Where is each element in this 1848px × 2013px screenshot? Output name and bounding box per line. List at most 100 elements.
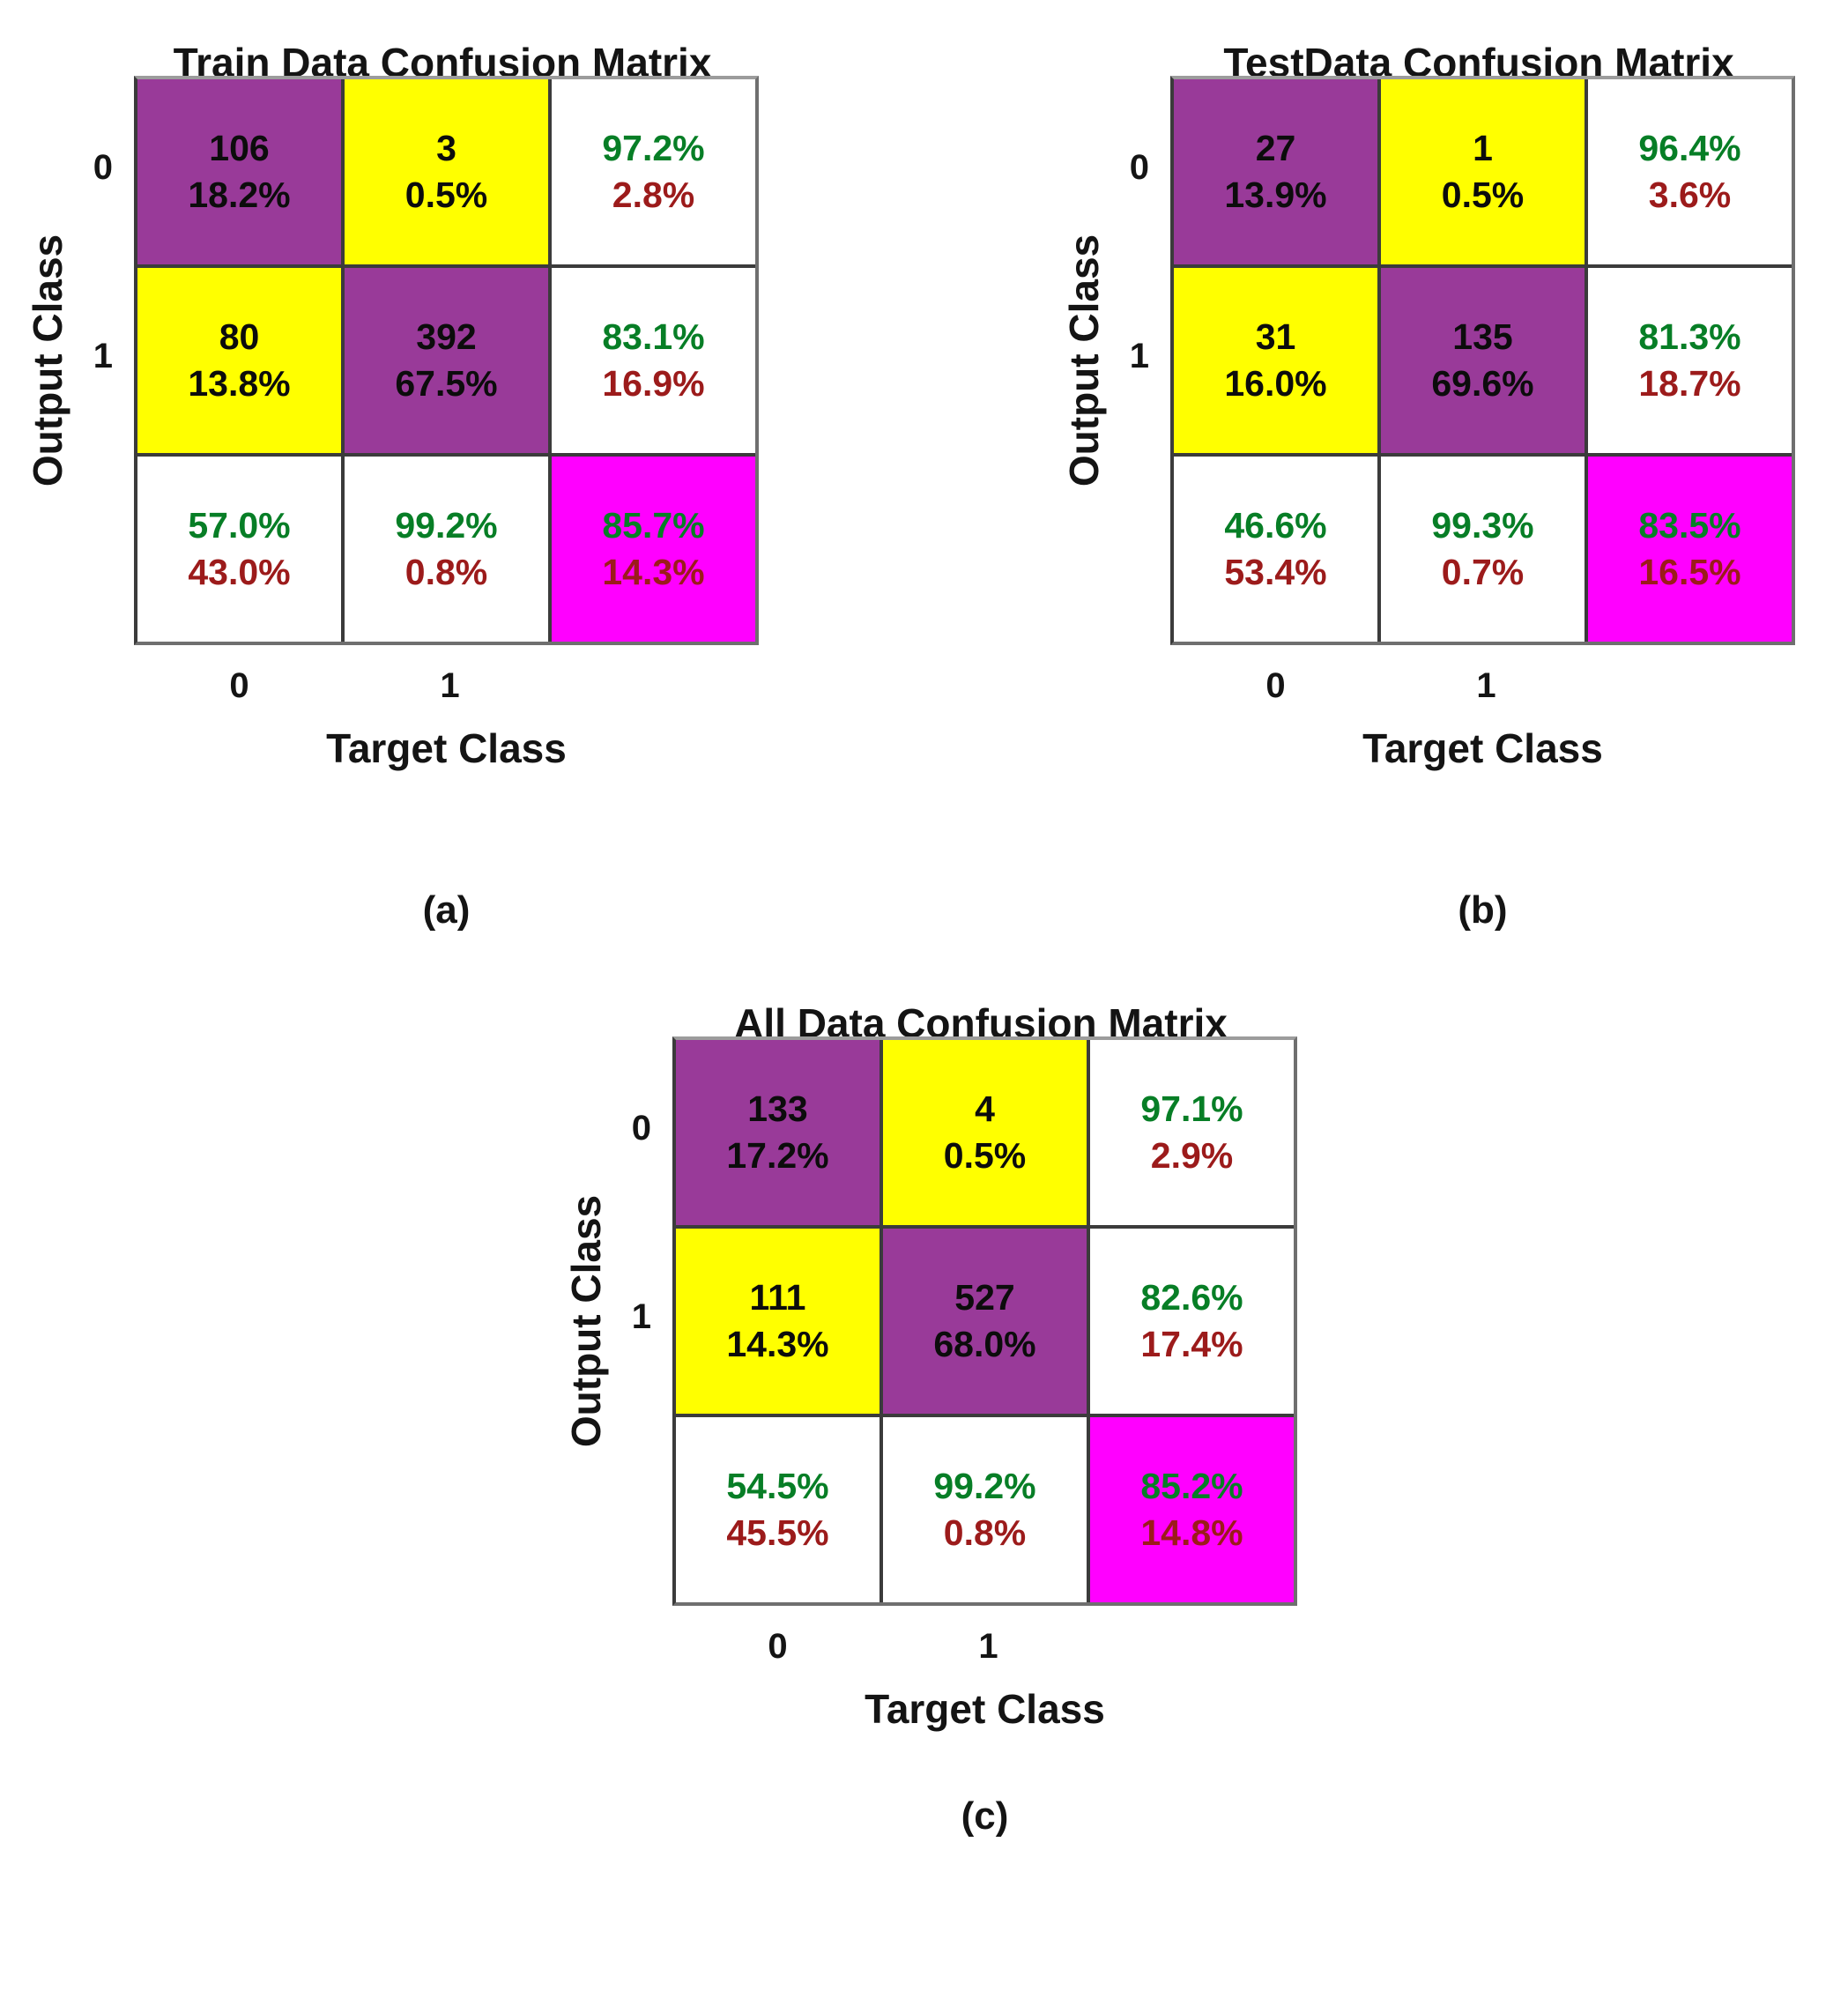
summary-good-percent: 46.6% — [1224, 505, 1327, 546]
test-confusion-matrix-panel: TestData Confusion Matrix Output Class 0… — [1029, 0, 1848, 987]
cell-percent: 16.0% — [1224, 363, 1327, 404]
x-tick-1: 1 — [978, 1627, 998, 1666]
summary-good-percent: 85.2% — [1140, 1466, 1243, 1506]
cell-count: 27 — [1255, 128, 1296, 168]
panel-caption: (c) — [961, 1794, 1009, 1838]
cell-percent: 68.0% — [933, 1324, 1036, 1364]
cell-percent: 14.3% — [726, 1324, 829, 1364]
y-tick-0: 0 — [1129, 148, 1149, 187]
confusion-grid: 133 17.2% 4 0.5% 97.1% 2.9% 111 14.3% 527 68.… — [672, 1036, 1297, 1606]
cell-count: 106 — [209, 128, 270, 168]
summary-bad-percent: 0.8% — [404, 552, 488, 592]
overall-accuracy-cell: 85.2% 14.8% — [1090, 1417, 1294, 1602]
summary-good-percent: 85.7% — [602, 505, 705, 546]
cell-count: 133 — [747, 1088, 808, 1129]
overall-accuracy-cell: 83.5% 16.5% — [1588, 457, 1792, 642]
cell-count: 1 — [1473, 128, 1493, 168]
x-tick-0: 0 — [1265, 666, 1286, 705]
cell-count: 31 — [1255, 316, 1296, 357]
matrix-cell: 4 0.5% — [883, 1040, 1087, 1225]
col-summary-cell: 57.0% 43.0% — [137, 457, 341, 642]
summary-good-percent: 57.0% — [188, 505, 291, 546]
col-summary-cell: 46.6% 53.4% — [1174, 457, 1377, 642]
summary-good-percent: 97.1% — [1140, 1088, 1243, 1129]
summary-bad-percent: 3.6% — [1648, 175, 1732, 215]
y-tick-1: 1 — [631, 1297, 651, 1336]
cell-percent: 18.2% — [188, 175, 291, 215]
overall-accuracy-cell: 85.7% 14.3% — [552, 457, 755, 642]
all-confusion-matrix-panel: All Data Confusion Matrix Output Class 0… — [531, 961, 1430, 1948]
cell-percent: 17.2% — [726, 1135, 829, 1176]
matrix-cell: 27 13.9% — [1174, 79, 1377, 264]
row-summary-cell: 96.4% 3.6% — [1588, 79, 1792, 264]
cell-count: 3 — [436, 128, 456, 168]
cell-percent: 0.5% — [1441, 175, 1525, 215]
matrix-cell: 527 68.0% — [883, 1229, 1087, 1414]
cell-count: 135 — [1452, 316, 1513, 357]
matrix-cell: 111 14.3% — [676, 1229, 879, 1414]
cell-percent: 13.8% — [188, 363, 291, 404]
y-tick-1: 1 — [1129, 337, 1149, 375]
y-tick-0: 0 — [631, 1109, 651, 1148]
x-axis-label: Target Class — [326, 725, 567, 771]
cell-count: 392 — [416, 316, 477, 357]
y-tick-1: 1 — [93, 337, 113, 375]
matrix-cell: 133 17.2% — [676, 1040, 879, 1225]
train-confusion-matrix-panel: Train Data Confusion Matrix Output Class… — [0, 0, 892, 987]
row-summary-cell: 97.2% 2.8% — [552, 79, 755, 264]
summary-bad-percent: 2.8% — [612, 175, 695, 215]
cell-count: 527 — [954, 1277, 1015, 1318]
matrix-cell: 392 67.5% — [345, 268, 548, 453]
confusion-grid: 27 13.9% 1 0.5% 96.4% 3.6% 31 16.0% 135 69.6%… — [1170, 76, 1795, 645]
matrix-cell: 1 0.5% — [1381, 79, 1585, 264]
cell-percent: 67.5% — [395, 363, 498, 404]
summary-bad-percent: 0.7% — [1441, 552, 1525, 592]
summary-bad-percent: 17.4% — [1140, 1324, 1243, 1364]
col-summary-cell: 99.2% 0.8% — [883, 1417, 1087, 1602]
summary-good-percent: 83.1% — [602, 316, 705, 357]
col-summary-cell: 99.2% 0.8% — [345, 457, 548, 642]
cell-count: 111 — [749, 1277, 806, 1318]
x-tick-1: 1 — [440, 666, 460, 705]
y-tick-0: 0 — [93, 148, 113, 187]
x-axis-label: Target Class — [1362, 725, 1603, 771]
summary-bad-percent: 45.5% — [726, 1512, 829, 1553]
summary-bad-percent: 18.7% — [1638, 363, 1741, 404]
summary-bad-percent: 16.9% — [602, 363, 705, 404]
matrix-cell: 106 18.2% — [137, 79, 341, 264]
col-summary-cell: 99.3% 0.7% — [1381, 457, 1585, 642]
summary-bad-percent: 16.5% — [1638, 552, 1741, 592]
summary-bad-percent: 14.8% — [1140, 1512, 1243, 1553]
cell-count: 80 — [219, 316, 260, 357]
matrix-cell: 31 16.0% — [1174, 268, 1377, 453]
summary-bad-percent: 0.8% — [943, 1512, 1027, 1553]
confusion-grid: 106 18.2% 3 0.5% 97.2% 2.8% 80 13.8% 392 67.5… — [134, 76, 759, 645]
summary-good-percent: 99.2% — [933, 1466, 1036, 1506]
matrix-cell: 135 69.6% — [1381, 268, 1585, 453]
matrix-cell: 80 13.8% — [137, 268, 341, 453]
summary-good-percent: 54.5% — [726, 1466, 829, 1506]
summary-good-percent: 96.4% — [1638, 128, 1741, 168]
x-tick-0: 0 — [768, 1627, 788, 1666]
x-axis-label: Target Class — [865, 1686, 1105, 1732]
cell-percent: 0.5% — [404, 175, 488, 215]
cell-percent: 13.9% — [1224, 175, 1327, 215]
summary-good-percent: 83.5% — [1638, 505, 1741, 546]
col-summary-cell: 54.5% 45.5% — [676, 1417, 879, 1602]
summary-bad-percent: 14.3% — [602, 552, 705, 592]
row-summary-cell: 97.1% 2.9% — [1090, 1040, 1294, 1225]
summary-bad-percent: 43.0% — [188, 552, 291, 592]
panel-caption: (a) — [422, 888, 471, 932]
row-summary-cell: 82.6% 17.4% — [1090, 1229, 1294, 1414]
summary-bad-percent: 53.4% — [1224, 552, 1327, 592]
x-tick-1: 1 — [1476, 666, 1496, 705]
summary-good-percent: 82.6% — [1140, 1277, 1243, 1318]
summary-good-percent: 99.2% — [395, 505, 498, 546]
summary-good-percent: 99.3% — [1431, 505, 1534, 546]
cell-percent: 69.6% — [1431, 363, 1534, 404]
row-summary-cell: 81.3% 18.7% — [1588, 268, 1792, 453]
row-summary-cell: 83.1% 16.9% — [552, 268, 755, 453]
summary-good-percent: 97.2% — [602, 128, 705, 168]
matrix-cell: 3 0.5% — [345, 79, 548, 264]
